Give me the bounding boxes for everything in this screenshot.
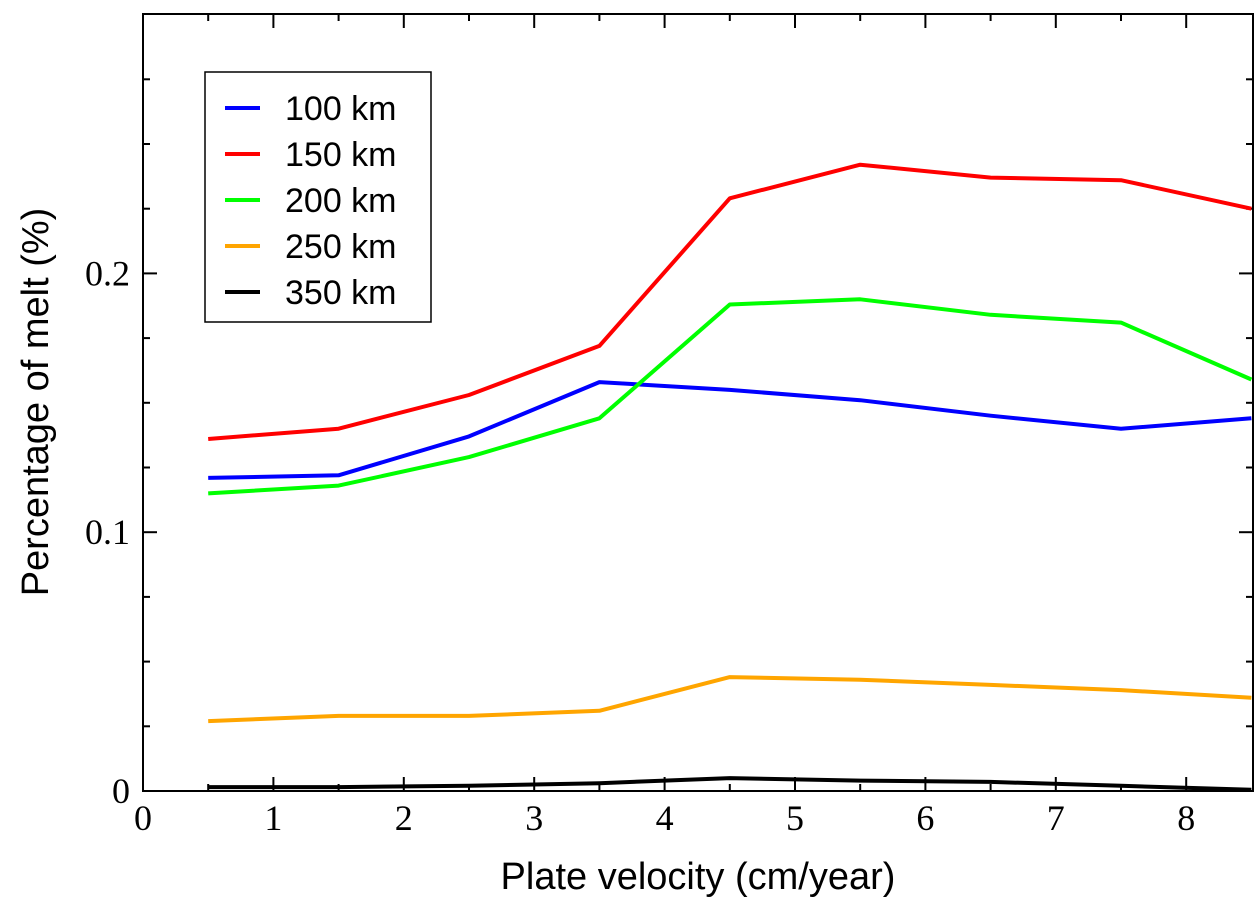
y-tick-label: 0.2 (85, 253, 130, 293)
y-axis-label: Percentage of melt (%) (15, 208, 57, 597)
legend-label: 150 km (285, 136, 397, 174)
legend-label: 200 km (285, 182, 397, 220)
series-line-150-km (208, 162, 1252, 441)
series-line-250-km (208, 675, 1252, 724)
series-line-200-km (208, 297, 1253, 496)
legend-label: 350 km (285, 274, 397, 312)
legend-items: 100 km 150 km 200 km 250 km 350 km (225, 90, 397, 312)
series-lines (208, 162, 1253, 792)
legend-box (204, 71, 432, 323)
x-tick-label: 8 (1177, 798, 1195, 838)
y-tick-label: 0.1 (85, 512, 130, 552)
legend-label: 100 km (285, 90, 397, 128)
legend: 100 km 150 km 200 km 250 km 350 km (204, 71, 432, 323)
x-tick-label: 1 (264, 798, 282, 838)
legend-label: 250 km (285, 228, 397, 266)
x-tick-label: 5 (786, 798, 804, 838)
y-tick-label: 0 (112, 771, 130, 811)
x-tick-label: 4 (656, 798, 674, 838)
series-line-100-km (208, 380, 1252, 480)
x-tick-label: 6 (916, 798, 934, 838)
x-axis-label: Plate velocity (cm/year) (501, 856, 896, 898)
x-tick-label: 7 (1047, 798, 1065, 838)
series-line-350-km (208, 776, 1252, 792)
x-tick-label: 3 (525, 798, 543, 838)
axis-ticks: 0 1 2 3 4 5 6 7 8 0 0.1 0.2 (85, 14, 1253, 838)
x-tick-label: 2 (395, 798, 413, 838)
x-tick-label: 0 (134, 798, 152, 838)
